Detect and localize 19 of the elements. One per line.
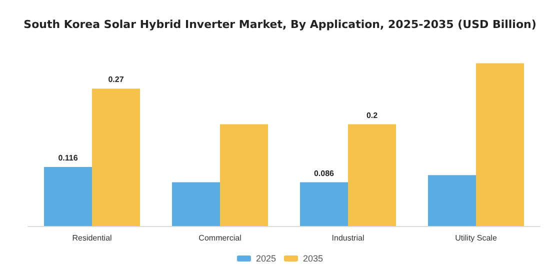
bar: [476, 63, 524, 226]
x-tick-label: Residential: [72, 234, 112, 242]
x-tick-label: Utility Scale: [455, 234, 498, 242]
bar: [44, 167, 92, 226]
data-label: 0.27: [108, 75, 124, 84]
chart-title: South Korea Solar Hybrid Inverter Market, By Application, 2025-2035 (USD Billion): [24, 18, 536, 31]
bar: [348, 124, 396, 226]
bar: [220, 124, 268, 226]
bar: [300, 182, 348, 226]
data-label: 0.2: [366, 110, 378, 120]
bar: [92, 88, 140, 226]
legend-label: 2025: [256, 254, 276, 264]
bar: [428, 175, 476, 226]
data-label: 0.086: [314, 168, 335, 178]
x-tick-label: Industrial: [332, 234, 364, 242]
bar: [172, 182, 220, 226]
legend-label: 2035: [303, 254, 324, 264]
x-tick-label: Commercial: [198, 234, 242, 242]
data-label: 0.116: [58, 154, 78, 163]
